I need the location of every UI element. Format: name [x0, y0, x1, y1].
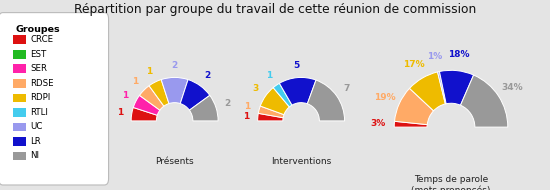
Text: 1: 1 — [146, 67, 152, 76]
Text: 1: 1 — [117, 108, 123, 117]
Text: 1: 1 — [132, 77, 139, 86]
Wedge shape — [410, 72, 446, 111]
Text: 2: 2 — [172, 61, 178, 70]
Text: LR: LR — [30, 137, 41, 146]
Bar — [13, 79, 26, 88]
Wedge shape — [273, 83, 292, 107]
Wedge shape — [140, 86, 164, 110]
Wedge shape — [133, 95, 160, 115]
Wedge shape — [460, 75, 508, 127]
Wedge shape — [258, 106, 284, 118]
Text: RDPI: RDPI — [30, 93, 51, 102]
Wedge shape — [161, 78, 188, 104]
Wedge shape — [307, 80, 345, 121]
Text: 5: 5 — [293, 61, 299, 70]
Text: CRCE: CRCE — [30, 35, 53, 44]
Wedge shape — [149, 80, 169, 106]
Wedge shape — [189, 95, 218, 121]
Wedge shape — [131, 108, 157, 121]
Bar — [13, 64, 26, 73]
Text: RTLI: RTLI — [30, 108, 48, 117]
Bar — [13, 123, 26, 131]
Bar — [13, 50, 26, 59]
Wedge shape — [438, 71, 446, 104]
Text: 17%: 17% — [404, 60, 425, 69]
Text: RDSE: RDSE — [30, 79, 54, 88]
Wedge shape — [394, 121, 427, 127]
Text: 34%: 34% — [501, 83, 522, 92]
Text: 2: 2 — [204, 71, 211, 80]
Text: 18%: 18% — [448, 50, 469, 59]
FancyBboxPatch shape — [0, 13, 108, 185]
Wedge shape — [279, 78, 316, 105]
Text: EST: EST — [30, 50, 46, 59]
Bar — [13, 152, 26, 160]
Text: 1: 1 — [266, 71, 272, 80]
Bar — [13, 93, 26, 102]
Wedge shape — [439, 70, 474, 105]
Text: 1: 1 — [122, 91, 128, 100]
Bar — [13, 36, 26, 44]
Text: SER: SER — [30, 64, 47, 73]
Text: Temps de parole
(mots prononcés): Temps de parole (mots prononcés) — [411, 175, 491, 190]
Text: 3%: 3% — [371, 119, 386, 128]
Wedge shape — [257, 113, 283, 121]
Bar — [13, 108, 26, 117]
Text: Groupes: Groupes — [16, 25, 61, 34]
Text: 2: 2 — [224, 99, 230, 108]
Bar — [13, 137, 26, 146]
Wedge shape — [260, 88, 289, 115]
Text: 1: 1 — [243, 112, 249, 121]
Wedge shape — [180, 80, 210, 110]
Wedge shape — [394, 88, 433, 125]
Text: Présents: Présents — [155, 157, 194, 166]
Text: 1: 1 — [244, 102, 250, 111]
Text: 19%: 19% — [374, 93, 395, 101]
Text: UC: UC — [30, 122, 42, 131]
Text: 7: 7 — [344, 85, 350, 93]
Text: NI: NI — [30, 151, 39, 160]
Text: 1%: 1% — [427, 52, 443, 61]
Text: Répartition par groupe du travail de cette réunion de commission: Répartition par groupe du travail de cet… — [74, 3, 476, 16]
Text: Interventions: Interventions — [271, 157, 331, 166]
Text: 3: 3 — [252, 85, 258, 93]
